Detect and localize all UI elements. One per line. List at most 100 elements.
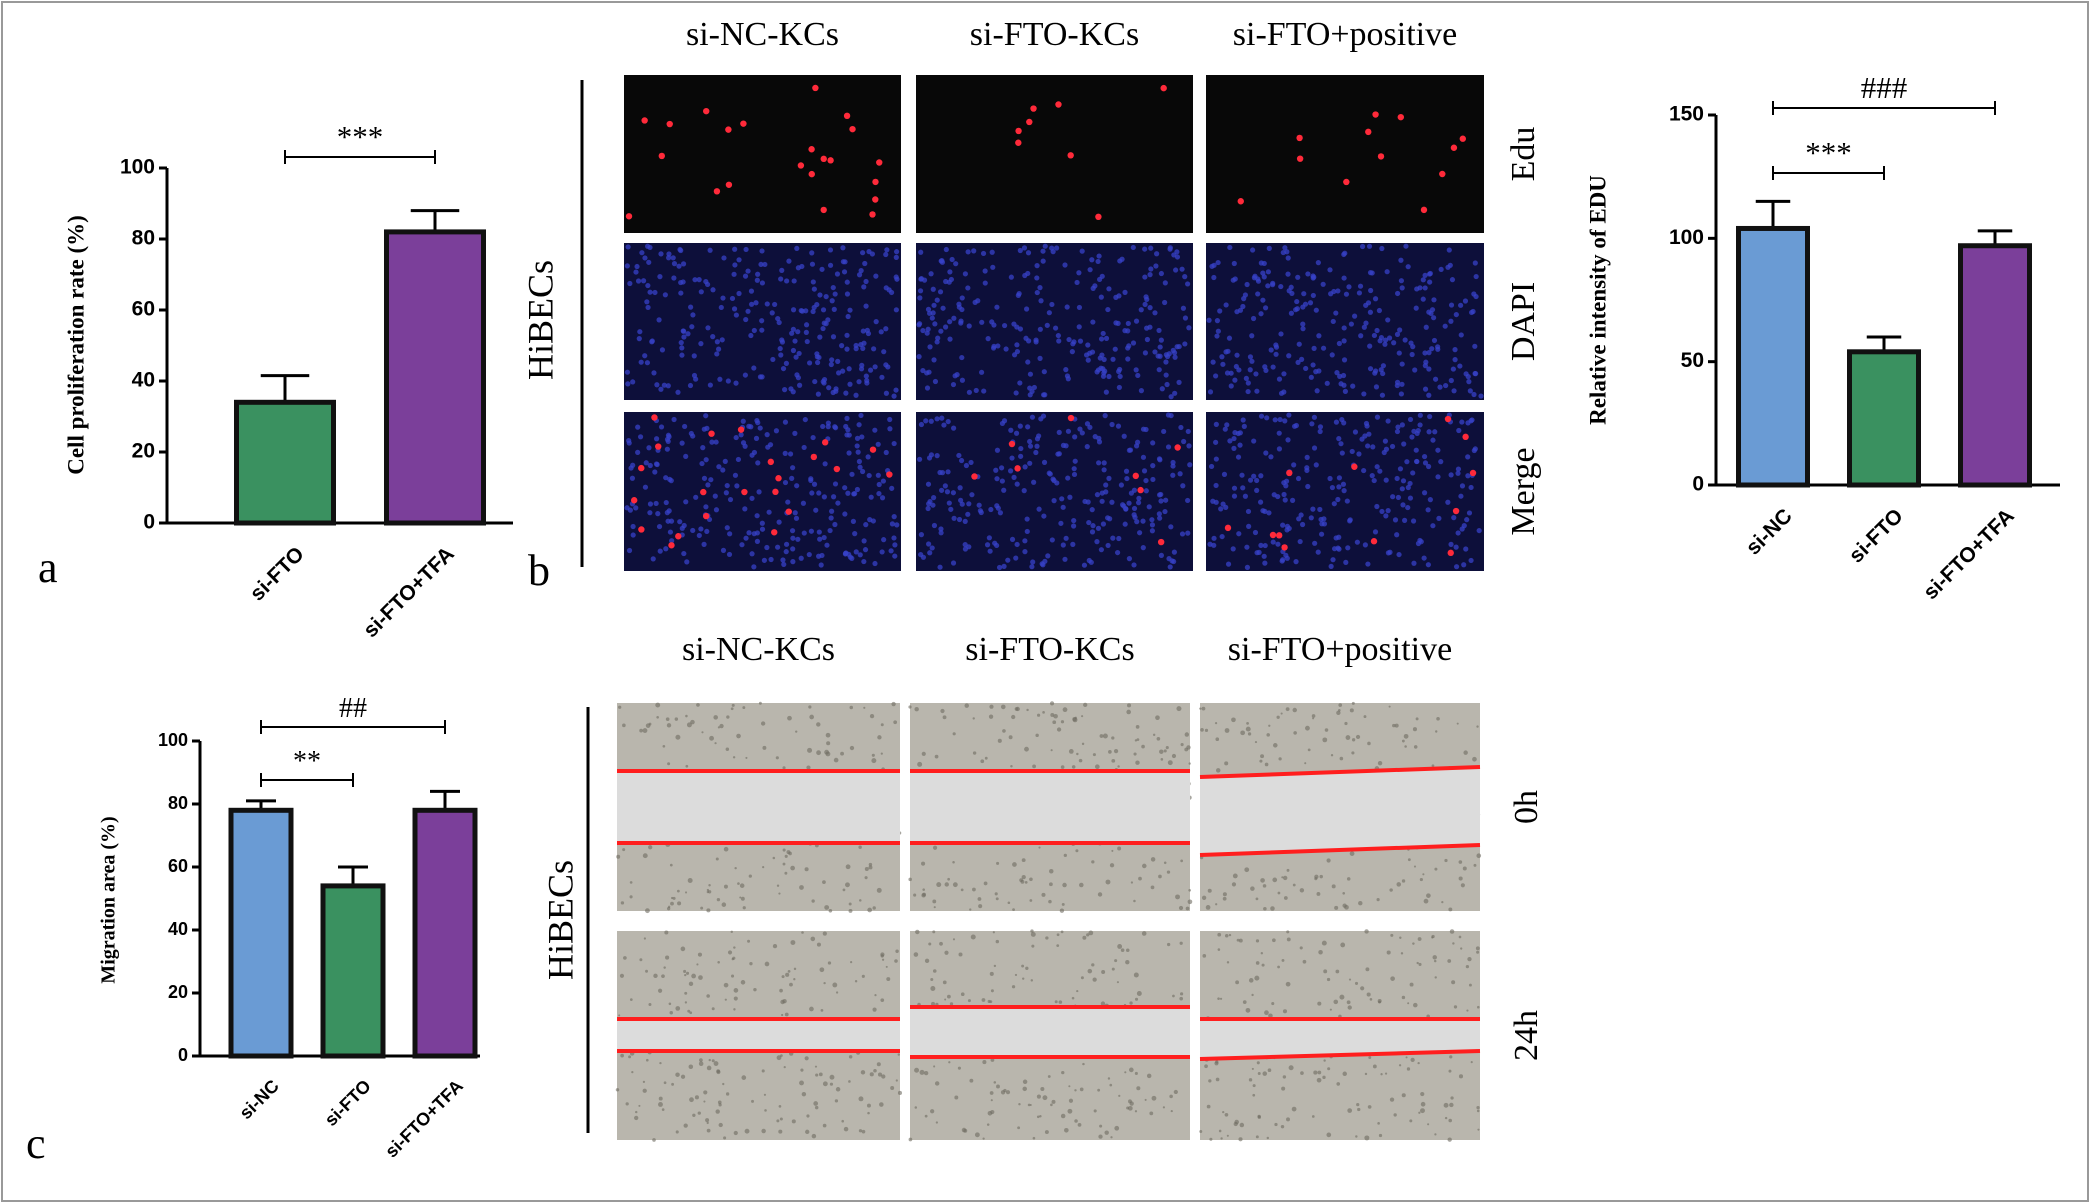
nucleus [845,427,851,433]
cell [642,853,648,859]
panel-label: b [528,546,550,595]
nucleus [732,262,738,268]
nucleus [962,271,968,277]
nucleus [891,393,897,399]
nucleus [726,551,733,558]
nucleus [685,331,691,337]
cell [1336,710,1341,715]
nucleus [781,561,787,568]
nucleus [1284,249,1290,255]
nucleus [724,482,730,489]
cell [1472,756,1477,762]
cell [717,1100,722,1105]
cell [1007,901,1011,905]
nucleus [1005,557,1011,563]
nucleus [652,469,658,475]
cell [1172,994,1175,998]
nucleus [1343,559,1349,565]
cell [1030,929,1034,933]
cell [835,1087,841,1092]
cell [816,942,821,947]
nucleus [1185,530,1191,536]
nucleus [989,319,995,325]
nucleus [679,352,685,358]
cell [1434,1133,1437,1136]
nucleus [1254,477,1260,484]
nucleus [1003,346,1009,352]
cell [680,1074,686,1079]
nucleus [1207,541,1213,547]
cell [675,1130,679,1134]
edu-spot [1067,414,1075,422]
nucleus [678,340,684,346]
nucleus [802,416,808,423]
nucleus [653,436,660,442]
cell [948,1061,951,1064]
nucleus [676,263,682,269]
nucleus [1394,475,1400,482]
cell [723,884,728,889]
nucleus [1396,551,1402,558]
nucleus [1213,373,1219,379]
nucleus [1264,415,1270,421]
cell [1061,902,1065,906]
nucleus [1261,553,1267,559]
nucleus [666,508,672,514]
cell [1011,985,1016,989]
nucleus [1210,498,1216,504]
scratch [910,1007,1190,1057]
nucleus [1275,493,1281,500]
nucleus [1448,318,1454,324]
cell [1458,935,1462,939]
cell [933,1065,936,1068]
nucleus [1174,249,1180,255]
nucleus [1044,322,1050,328]
nucleus [879,495,886,501]
cell [1288,1065,1294,1071]
cell [1293,731,1297,735]
nucleus [1115,320,1121,326]
nucleus [667,529,674,535]
nucleus [679,345,685,351]
cell [1071,996,1075,1000]
nucleus [1054,245,1060,251]
nucleus [654,382,660,388]
cell [1222,896,1227,901]
cell [684,973,687,977]
nucleus [829,357,835,363]
cell [1058,1000,1063,1004]
cell [858,1096,864,1102]
cell [1305,725,1310,731]
nucleus [679,440,685,446]
cell [1141,744,1145,749]
nucleus [663,546,669,552]
nucleus [841,269,848,275]
cell [825,732,831,738]
cell [982,1060,987,1065]
cell [908,1137,913,1142]
nucleus [1258,311,1264,317]
cell [1347,1005,1352,1010]
cell [1060,930,1064,934]
nucleus [1317,506,1323,513]
nucleus [1453,311,1459,318]
cell [989,971,994,976]
nucleus [1319,531,1325,537]
nucleus [1463,546,1469,552]
cell [709,735,714,741]
cell [672,896,676,900]
cell [1420,1091,1425,1097]
nucleus [845,313,851,320]
cell [861,974,865,978]
nucleus [1280,522,1286,528]
cell [718,1122,723,1128]
cell [964,703,969,708]
cell [1120,948,1125,952]
cell [726,715,730,719]
cell [1443,1102,1449,1108]
nucleus [947,319,953,325]
nucleus [1305,271,1311,277]
cell [1076,989,1079,993]
nucleus [856,379,862,385]
nucleus [1037,326,1043,332]
